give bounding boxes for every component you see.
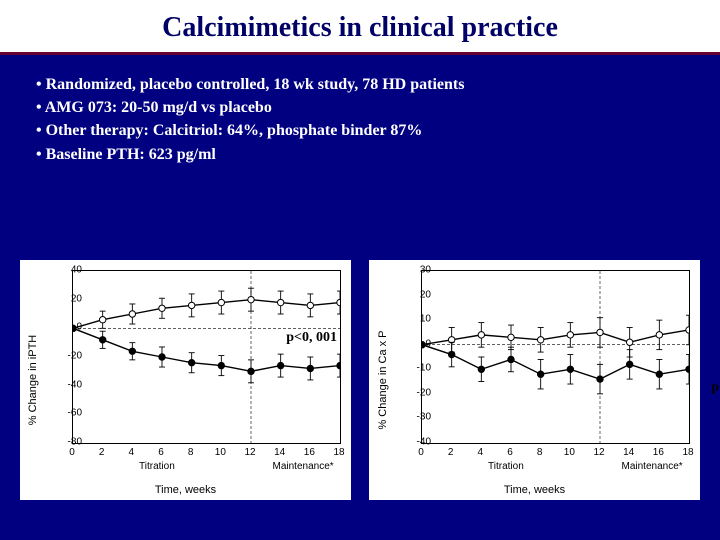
x-tick-label: 12	[244, 447, 255, 458]
x-tick-label: 6	[158, 447, 164, 458]
x-tick-label: 12	[593, 447, 604, 458]
x-tick-label: 2	[448, 447, 454, 458]
phase-label: Maintenance*	[273, 461, 334, 472]
bullet-item: • AMG 073: 20-50 mg/d vs placebo	[36, 96, 684, 119]
p-value-label: p<0, 001	[711, 380, 720, 396]
x-tick-label: 10	[564, 447, 575, 458]
chart-ipth: % Change in iPTH Time, weeks p<0, 001 -8…	[20, 260, 351, 500]
charts-row: % Change in iPTH Time, weeks p<0, 001 -8…	[20, 260, 700, 500]
bullet-text: Other therapy: Calcitriol: 64%, phosphat…	[46, 122, 423, 139]
y-axis-label: % Change in iPTH	[27, 335, 39, 426]
y-tick-label: 20	[407, 289, 431, 300]
y-tick-label: -60	[58, 408, 82, 419]
p-value-label: p<0, 001	[286, 330, 337, 346]
x-axis-label: Time, weeks	[504, 484, 565, 496]
y-tick-label: -30	[407, 412, 431, 423]
title-area: Calcimimetics in clinical practice	[0, 0, 720, 55]
x-tick-label: 16	[653, 447, 664, 458]
bullet-item: • Other therapy: Calcitriol: 64%, phosph…	[36, 119, 684, 142]
x-tick-label: 4	[478, 447, 484, 458]
x-tick-label: 14	[623, 447, 634, 458]
chart-caxp: % Change in Ca x P Time, weeks p<0, 001 …	[369, 260, 700, 500]
x-tick-label: 8	[188, 447, 194, 458]
x-tick-label: 8	[537, 447, 543, 458]
bullet-item: • Randomized, placebo controlled, 18 wk …	[36, 73, 684, 96]
chart-svg	[422, 271, 689, 443]
y-tick-label: -80	[58, 437, 82, 448]
slide-title: Calcimimetics in clinical practice	[0, 12, 720, 44]
y-tick-label: -40	[58, 379, 82, 390]
y-tick-label: 30	[407, 265, 431, 276]
y-tick-label: -20	[407, 387, 431, 398]
bullet-item: • Baseline PTH: 623 pg/ml	[36, 143, 684, 166]
phase-label: Maintenance*	[622, 461, 683, 472]
y-tick-label: -20	[58, 351, 82, 362]
bullet-text: Baseline PTH: 623 pg/ml	[46, 146, 216, 163]
x-tick-label: 18	[682, 447, 693, 458]
x-tick-label: 2	[99, 447, 105, 458]
y-tick-label: 0	[58, 322, 82, 333]
y-tick-label: 10	[407, 314, 431, 325]
x-tick-label: 0	[69, 447, 75, 458]
y-tick-label: -10	[407, 363, 431, 374]
x-tick-label: 10	[215, 447, 226, 458]
bullet-list: • Randomized, placebo controlled, 18 wk …	[0, 55, 720, 176]
x-tick-label: 18	[333, 447, 344, 458]
chart-svg	[73, 271, 340, 443]
bullet-text: Randomized, placebo controlled, 18 wk st…	[46, 76, 465, 93]
x-tick-label: 4	[129, 447, 135, 458]
plot-area	[72, 270, 341, 444]
y-tick-label: -40	[407, 437, 431, 448]
x-tick-label: 6	[507, 447, 513, 458]
phase-label: Titration	[488, 461, 524, 472]
phase-label: Titration	[139, 461, 175, 472]
plot-area	[421, 270, 690, 444]
y-tick-label: 40	[58, 265, 82, 276]
x-axis-label: Time, weeks	[155, 484, 216, 496]
x-tick-label: 14	[274, 447, 285, 458]
x-tick-label: 0	[418, 447, 424, 458]
y-tick-label: 20	[58, 293, 82, 304]
x-tick-label: 16	[304, 447, 315, 458]
y-tick-label: 0	[407, 338, 431, 349]
y-axis-label: % Change in Ca x P	[377, 330, 389, 429]
bullet-text: AMG 073: 20-50 mg/d vs placebo	[45, 99, 272, 116]
